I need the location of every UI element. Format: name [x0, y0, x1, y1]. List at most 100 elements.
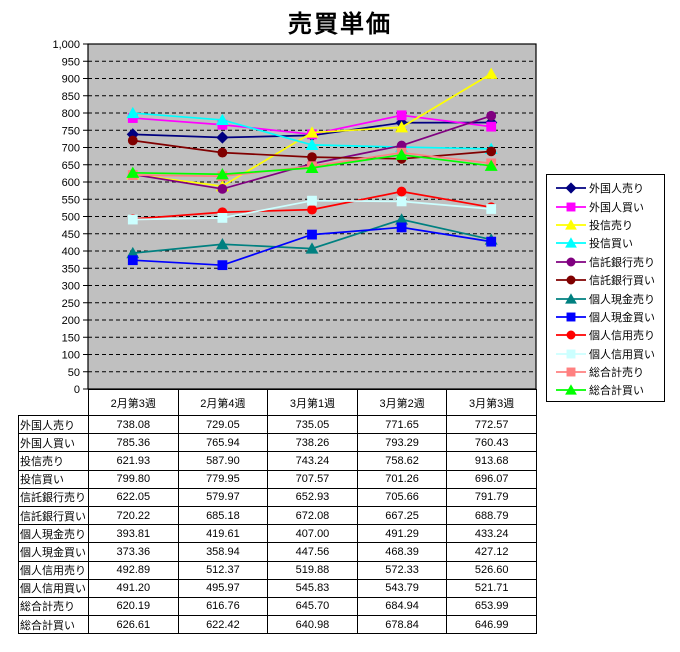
series-name-cell: 外国人買い	[18, 433, 89, 453]
chart-title: 売買単価	[288, 11, 392, 38]
series-name-cell: 総合計買い	[18, 615, 89, 635]
category-header: 3月第2週	[356, 389, 448, 416]
marker-point	[486, 204, 497, 214]
y-axis-label: 700	[62, 143, 80, 155]
series-name-cell: 投信買い	[18, 469, 89, 489]
value-cell: 407.00	[267, 524, 358, 544]
marker-point	[215, 168, 229, 180]
legend-marker-icon	[556, 257, 586, 267]
legend-marker-icon	[556, 384, 586, 396]
y-axis-label: 400	[62, 246, 80, 258]
marker-legend	[565, 237, 577, 248]
value-cell: 684.94	[356, 596, 448, 617]
y-axis-label: 650	[62, 160, 80, 172]
value-cell: 667.25	[356, 505, 448, 526]
value-cell: 707.57	[267, 469, 358, 489]
legend-item: 外国人買い	[555, 197, 664, 215]
y-axis-label: 100	[62, 350, 80, 362]
value-cell: 587.90	[177, 451, 269, 471]
y-axis-label: 1,000	[52, 39, 80, 51]
legend-item: 信託銀行買い	[555, 271, 664, 289]
y-axis-label: 850	[62, 91, 80, 103]
series-name-cell: 個人信用売り	[18, 560, 89, 580]
table-row: 外国人売り 738.08 729.05 735.05 771.65 772.57	[18, 414, 537, 435]
marker-point	[484, 67, 498, 79]
legend-marker-icon	[556, 292, 586, 304]
data-table: 2月第3週 2月第4週 3月第1週 3月第2週 3月第3週 外国人売り 738.08 729.…	[18, 389, 537, 635]
y-axis-label: 250	[62, 298, 80, 310]
marker-legend	[565, 219, 577, 230]
marker-point	[486, 121, 497, 132]
value-cell: 791.79	[446, 487, 537, 507]
value-cell: 419.61	[177, 524, 269, 544]
legend-label: 個人現金買い	[589, 311, 655, 324]
marker-point	[307, 229, 317, 240]
marker-point	[396, 222, 407, 233]
legend-item: 信託銀行売り	[555, 253, 664, 271]
marker-point	[396, 186, 407, 197]
value-cell: 545.83	[267, 578, 358, 598]
legend-item: 総合計買い	[555, 381, 664, 399]
table-header-row: 2月第3週 2月第4週 3月第1週 3月第2週 3月第3週	[19, 389, 537, 416]
series-name-cell: 信託銀行売り	[18, 487, 89, 507]
legend-item: 総合計売り	[555, 363, 664, 381]
value-cell: 491.20	[88, 578, 179, 598]
legend-label: 総合計売り	[589, 367, 644, 380]
marker-point	[126, 166, 140, 178]
value-cell: 760.43	[446, 433, 537, 453]
y-axis-label: 0	[74, 384, 80, 396]
marker-point	[217, 147, 228, 158]
marker-point	[216, 131, 229, 144]
marker-point	[396, 110, 407, 121]
y-axis-label: 950	[62, 56, 80, 68]
value-cell: 626.61	[88, 615, 179, 635]
marker-legend	[566, 330, 576, 340]
table-corner-cell	[19, 390, 89, 416]
value-cell: 758.62	[356, 451, 448, 471]
value-cell: 622.42	[177, 615, 269, 635]
series-name-cell: 信託銀行買い	[18, 505, 89, 526]
marker-point	[484, 159, 498, 171]
legend-label: 投信売り	[589, 219, 633, 232]
legend-marker-icon	[556, 330, 586, 340]
value-cell: 492.89	[88, 560, 179, 580]
value-cell: 427.12	[446, 542, 537, 562]
marker-point	[395, 148, 409, 160]
marker-point	[127, 135, 138, 146]
category-header: 2月第3週	[88, 389, 179, 416]
value-cell: 688.79	[446, 505, 537, 526]
y-axis-label: 50	[68, 367, 80, 379]
value-cell: 622.05	[88, 487, 179, 507]
series-name-cell: 個人信用買い	[18, 578, 89, 598]
table-row: 個人信用売り 492.89 512.37 519.88 572.33 526.60	[18, 560, 537, 580]
table-row: 投信売り 621.93 587.90 743.24 758.62 913.68	[18, 451, 537, 471]
marker-point	[217, 260, 228, 271]
value-cell: 358.94	[177, 542, 269, 562]
legend: 外国人売り 外国人買い 投信売り 投信買い 信託銀行売り 信託銀行買い 個人現金売り 個人現金…	[546, 174, 665, 402]
marker-point	[305, 138, 319, 150]
series-name-cell: 総合計売り	[18, 596, 89, 617]
category-header: 2月第4週	[177, 389, 269, 416]
legend-marker-icon	[556, 367, 586, 377]
series-name-cell: 個人現金買い	[18, 542, 89, 562]
marker-point	[307, 204, 317, 215]
y-axis-label: 350	[62, 263, 80, 275]
legend-marker-icon	[556, 349, 586, 359]
value-cell: 621.93	[88, 451, 179, 471]
marker-point	[395, 121, 409, 133]
marker-point	[217, 212, 228, 223]
value-cell: 572.33	[356, 560, 448, 580]
legend-label: 信託銀行売り	[589, 256, 655, 269]
legend-marker-icon	[556, 275, 586, 285]
legend-item: 外国人売り	[555, 179, 664, 197]
value-cell: 735.05	[267, 414, 358, 435]
table-row: 信託銀行売り 622.05 579.97 652.93 705.66 791.79	[18, 487, 537, 507]
legend-marker-icon	[556, 202, 586, 212]
legend-label: 外国人売り	[589, 183, 644, 196]
value-cell: 672.08	[267, 505, 358, 526]
value-cell: 743.24	[267, 451, 358, 471]
y-axis-label: 450	[62, 229, 80, 241]
value-cell: 720.22	[88, 505, 179, 526]
legend-label: 総合計買い	[589, 385, 644, 398]
